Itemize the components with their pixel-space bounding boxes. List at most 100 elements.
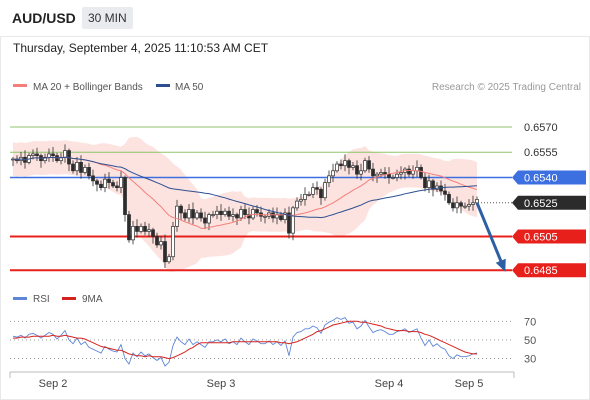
- candle-body: [359, 170, 363, 175]
- rsi-legend-label: RSI: [33, 294, 50, 305]
- candle-body: [143, 226, 147, 232]
- candle-body: [311, 187, 315, 195]
- rsi-series-1: [13, 320, 477, 360]
- candle-body: [371, 168, 375, 177]
- time-tick-label: Sep 4: [375, 378, 404, 390]
- candle-body: [235, 214, 239, 219]
- candle-body: [323, 182, 327, 199]
- candle-body: [383, 172, 387, 175]
- candle-body: [447, 194, 451, 204]
- candle-body: [191, 209, 195, 219]
- candle-body: [303, 194, 307, 200]
- candle-body: [299, 199, 303, 202]
- candle-body: [387, 173, 391, 178]
- level-label-0: 0.6570: [524, 122, 558, 134]
- candle-body: [339, 163, 343, 167]
- projection-arrow: [475, 202, 505, 267]
- candle-body: [171, 226, 175, 258]
- candle-body: [287, 212, 291, 234]
- rsi-tick-30: 30: [524, 354, 536, 366]
- symbol-title: AUD/USD: [12, 10, 76, 26]
- level-tag-3: [512, 195, 586, 210]
- price-panel: 0.6570 0.6555 0.6540 0.6525 0.6505 0.6485 MA 2…: [10, 82, 586, 278]
- candle-body: [459, 202, 463, 207]
- candle-body: [75, 162, 79, 172]
- candle-body: [179, 205, 183, 214]
- candle-body: [207, 214, 211, 224]
- candle-body: [343, 160, 347, 167]
- candle-body: [183, 212, 187, 219]
- candle-body: [455, 202, 459, 209]
- candle-body: [243, 209, 247, 215]
- candle-body: [255, 209, 259, 214]
- time-tick-label: Sep 2: [39, 378, 68, 390]
- candle-body: [423, 177, 427, 188]
- candle-body: [367, 160, 371, 170]
- candle-body: [135, 226, 139, 232]
- candle-body: [351, 165, 355, 168]
- candle-body: [119, 177, 123, 188]
- candle-body: [431, 180, 435, 190]
- candle-body: [111, 182, 115, 187]
- candle-body: [379, 172, 383, 175]
- candle-body: [251, 209, 255, 219]
- candle-body: [115, 185, 119, 188]
- candle-body: [123, 177, 127, 215]
- ma20-legend-label: MA 20 + Bollinger Bands: [33, 82, 143, 93]
- candle-body: [395, 173, 399, 178]
- candle-body: [91, 175, 95, 182]
- candle-body: [167, 256, 171, 263]
- candle-body: [107, 178, 111, 183]
- level-tag-5: [512, 263, 586, 278]
- rsi-panel: RSI 9MA 70 50 30: [10, 294, 536, 367]
- ma50-legend-label: MA 50: [175, 82, 204, 93]
- candle-body: [283, 212, 287, 220]
- candle-body: [315, 187, 319, 190]
- ma50-line: [12, 156, 478, 219]
- candle-body: [399, 172, 403, 175]
- candle-body: [127, 214, 131, 241]
- candle-body: [355, 165, 359, 175]
- candle-body: [147, 229, 151, 232]
- candle-body: [451, 202, 455, 209]
- level-label-4: 0.6505: [524, 232, 558, 244]
- level-tag-2: [512, 170, 586, 185]
- candle-body: [407, 168, 411, 175]
- timeframe-button[interactable]: 30 MIN: [82, 7, 133, 29]
- candle-body: [35, 153, 39, 156]
- level-label-5: 0.6485: [524, 265, 558, 277]
- candle-body: [155, 236, 159, 246]
- level-tag-4: [512, 229, 586, 244]
- candle-body: [347, 160, 351, 168]
- rsi-ma-legend-label: 9MA: [82, 294, 103, 305]
- candle-body: [51, 153, 55, 156]
- candle-body: [87, 167, 91, 177]
- candle-body: [467, 204, 471, 207]
- candle-body: [223, 210, 227, 215]
- rsi-ma-legend-swatch: [62, 297, 76, 300]
- candle-body: [319, 188, 323, 199]
- candle-body: [219, 210, 223, 215]
- time-axis: Sep 2 Sep 3 Sep 4 Sep 5: [9, 371, 515, 390]
- candle-body: [203, 217, 207, 224]
- candle-body: [271, 212, 275, 219]
- candle-body: [31, 153, 35, 156]
- ma20-legend-swatch: [13, 84, 27, 87]
- candle-body: [439, 185, 443, 192]
- candle-body: [71, 163, 75, 172]
- candle-body: [83, 167, 87, 173]
- rsi-tick-50: 50: [524, 335, 536, 347]
- candle-body: [295, 200, 299, 209]
- candle-body: [227, 210, 231, 217]
- projection-arrow-head: [495, 258, 506, 272]
- candle-body: [427, 180, 431, 188]
- candle-body: [239, 209, 243, 219]
- timestamp: Thursday, September 4, 2025 11:10:53 AM …: [13, 41, 269, 55]
- level-label-3: 0.6525: [524, 198, 558, 210]
- time-tick-label: Sep 3: [207, 378, 236, 390]
- candle-body: [475, 199, 479, 204]
- candle-body: [327, 175, 331, 183]
- candle-body: [47, 153, 51, 158]
- candle-body: [131, 226, 135, 241]
